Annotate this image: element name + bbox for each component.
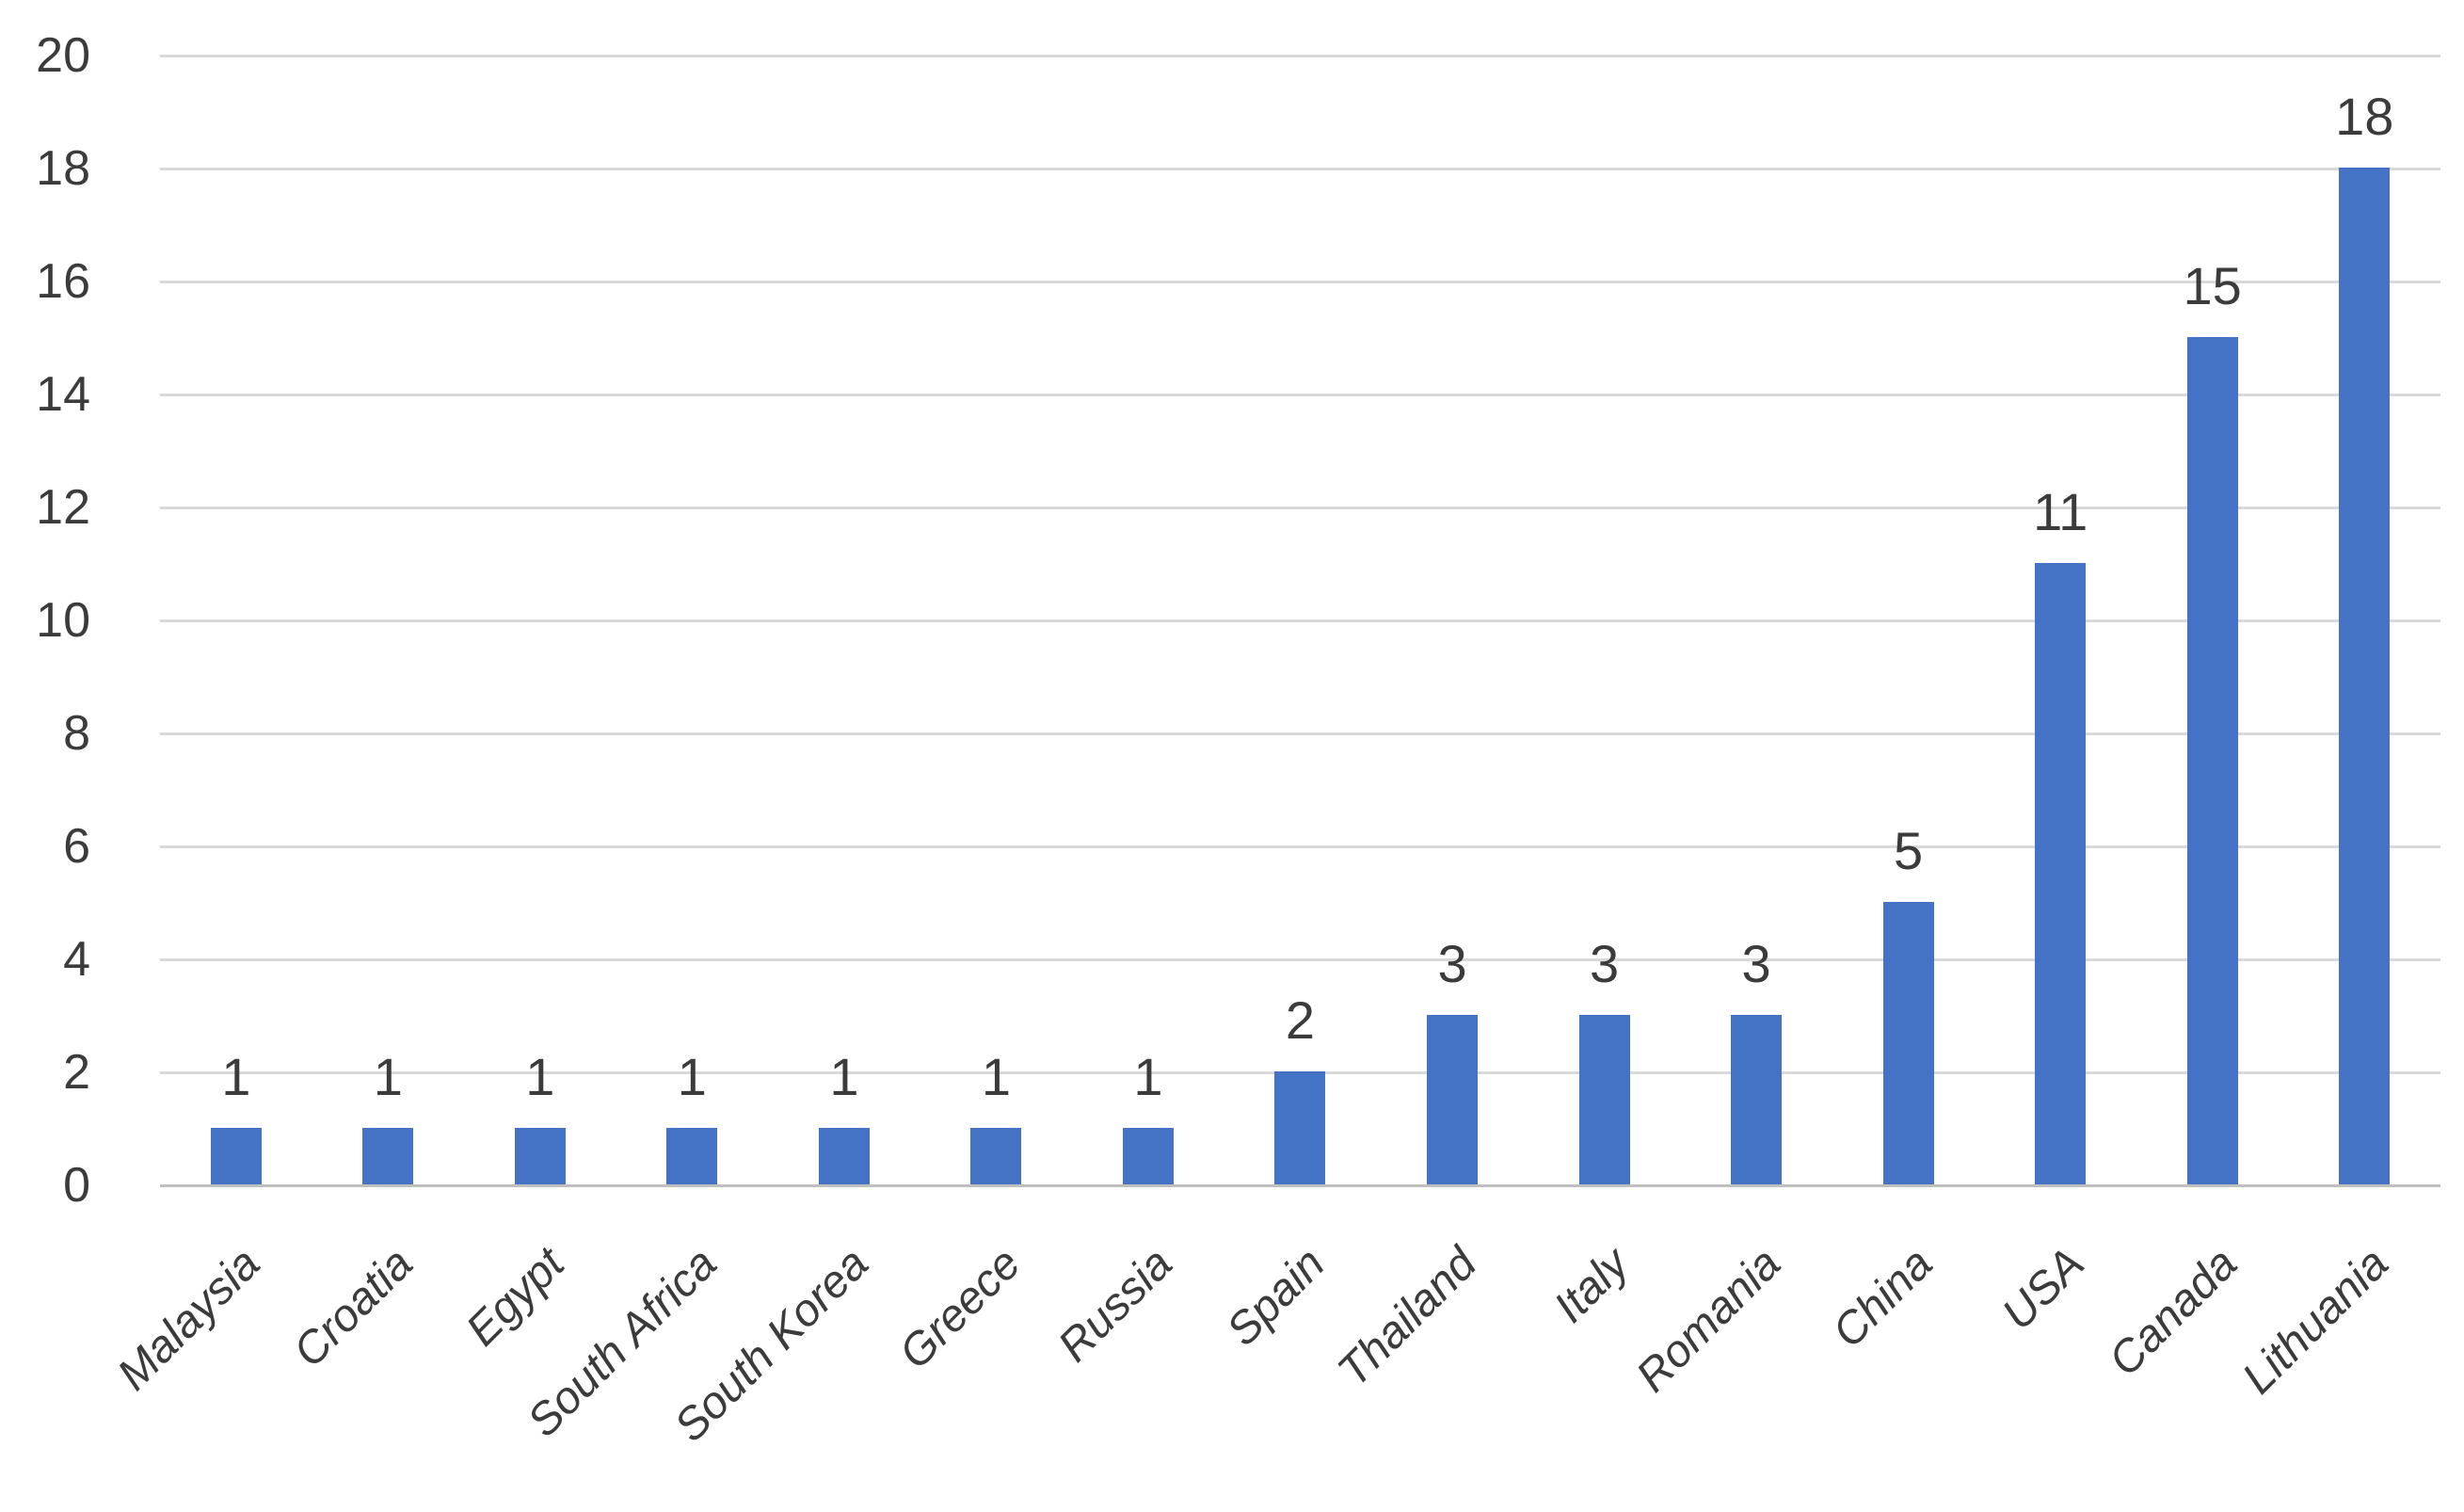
bar-column: 5 [1832, 0, 1985, 1184]
y-tick-label: 14 [36, 367, 90, 422]
y-tick-label: 20 [36, 28, 90, 83]
bar-value-label: 3 [1437, 934, 1467, 993]
gridline [160, 167, 2440, 170]
bar-value-label: 1 [221, 1047, 251, 1106]
bar-column: 1 [920, 0, 1073, 1184]
bar [210, 1128, 262, 1184]
y-tick-label: 8 [63, 706, 90, 761]
bar-value-label: 3 [1589, 934, 1620, 993]
bar-value-label: 18 [2335, 87, 2394, 146]
bar-column: 1 [160, 0, 312, 1184]
gridline [160, 393, 2440, 396]
x-axis-label: Spain [1217, 1238, 1335, 1356]
y-tick-label: 0 [63, 1158, 90, 1213]
bar [1274, 1071, 1326, 1184]
bar [514, 1128, 566, 1184]
y-tick-label: 6 [63, 819, 90, 874]
x-axis-label: Greece [889, 1238, 1031, 1379]
bar [1122, 1128, 1174, 1184]
bar [362, 1128, 414, 1184]
y-tick-label: 16 [36, 254, 90, 309]
x-axis-label: Croatia [283, 1238, 423, 1377]
bar-column: 1 [464, 0, 616, 1184]
x-axis-label: Thailand [1328, 1238, 1487, 1397]
bar [1882, 902, 1934, 1184]
y-tick-label: 2 [63, 1045, 90, 1100]
x-axis-label: Canada [2099, 1238, 2247, 1386]
x-axis-label: Lithuania [2233, 1238, 2399, 1404]
x-axis-label: Malaysia [108, 1238, 270, 1400]
bar [2035, 563, 2087, 1184]
x-axis-label: Romania [1626, 1238, 1791, 1402]
gridline [160, 619, 2440, 622]
bar-column: 15 [2136, 0, 2289, 1184]
bar [2339, 168, 2391, 1184]
bar-value-label: 3 [1741, 934, 1771, 993]
bar [2186, 337, 2238, 1184]
bar-value-label: 2 [1285, 990, 1316, 1050]
x-axis-line [160, 1183, 2440, 1187]
bar [1427, 1015, 1479, 1184]
gridline [160, 54, 2440, 57]
bar-value-label: 11 [2033, 482, 2088, 541]
x-axis-label: USA [1992, 1238, 2095, 1340]
bar-column: 1 [768, 0, 920, 1184]
bar [818, 1128, 870, 1184]
bar-column: 2 [1224, 0, 1377, 1184]
bar-column: 1 [616, 0, 769, 1184]
bar [1731, 1015, 1783, 1184]
gridline [160, 844, 2440, 848]
bar-column: 1 [312, 0, 465, 1184]
bar-value-label: 1 [373, 1047, 403, 1106]
bar [1578, 1015, 1630, 1184]
gridline [160, 957, 2440, 961]
bar-value-label: 15 [2183, 256, 2242, 315]
gridline [160, 280, 2440, 283]
bar-column: 1 [1072, 0, 1224, 1184]
bar [970, 1128, 1022, 1184]
bar-column: 3 [1376, 0, 1528, 1184]
bar-column: 11 [1984, 0, 2136, 1184]
bar-value-label: 5 [1894, 821, 1924, 880]
x-axis-label: Russia [1048, 1238, 1183, 1372]
x-axis-label: China [1823, 1238, 1943, 1358]
bar-value-label: 1 [677, 1047, 707, 1106]
x-axis-label: Egypt [456, 1238, 574, 1356]
bar-column: 3 [1528, 0, 1681, 1184]
bar [666, 1128, 718, 1184]
gridline [160, 506, 2440, 509]
gridline [160, 732, 2440, 735]
y-tick-label: 10 [36, 593, 90, 648]
x-axis-label: Italy [1544, 1238, 1639, 1333]
bar-value-label: 1 [525, 1047, 555, 1106]
bar-value-label: 1 [829, 1047, 859, 1106]
bar-value-label: 1 [981, 1047, 1011, 1106]
bar-column: 3 [1680, 0, 1832, 1184]
bar-column: 18 [2288, 0, 2440, 1184]
y-tick-label: 4 [63, 932, 90, 987]
y-tick-label: 12 [36, 480, 90, 535]
y-tick-label: 18 [36, 141, 90, 196]
bar-value-label: 1 [1133, 1047, 1163, 1106]
